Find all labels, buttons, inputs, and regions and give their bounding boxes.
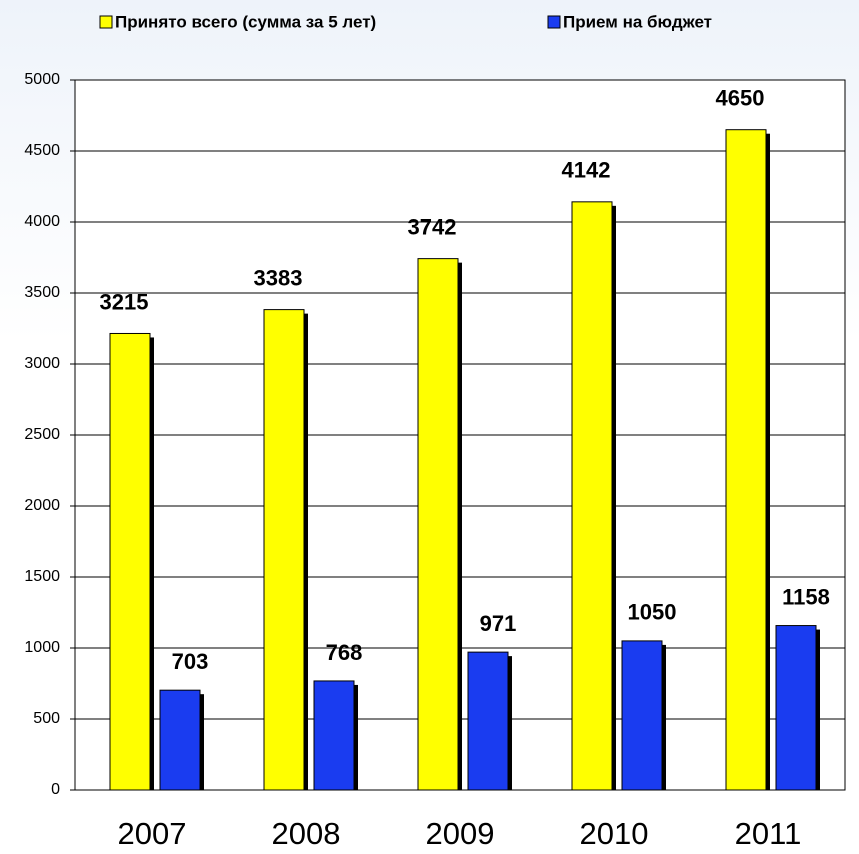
y-tick-label: 500 [33, 710, 60, 727]
bar [263, 309, 305, 791]
data-label: 4142 [562, 158, 611, 183]
x-tick-label: 2008 [272, 816, 341, 851]
data-label: 4650 [716, 86, 765, 111]
bar [621, 640, 663, 791]
y-tick-label: 2000 [24, 497, 60, 514]
data-label: 971 [480, 611, 517, 636]
y-tick-label: 3000 [24, 355, 60, 372]
y-tick-label: 2500 [24, 426, 60, 443]
legend-swatch [547, 15, 561, 29]
y-tick-label: 0 [51, 781, 60, 798]
data-label: 1158 [782, 584, 830, 609]
data-label: 3742 [408, 214, 457, 239]
x-tick-label: 2009 [426, 816, 495, 851]
y-tick-label: 1000 [24, 639, 60, 656]
x-tick-label: 2010 [580, 816, 649, 851]
data-label: 3383 [254, 265, 303, 290]
y-tick-label: 4000 [24, 213, 60, 230]
bar [159, 689, 201, 791]
x-tick-label: 2011 [735, 816, 802, 851]
y-tick-label: 3500 [24, 284, 60, 301]
bar [725, 129, 767, 791]
legend-swatch [99, 15, 113, 29]
legend-label: Прием на бюджет [563, 12, 712, 31]
bar [313, 680, 355, 791]
data-label: 3215 [100, 289, 149, 314]
legend-label: Принято всего (сумма за 5 лет) [115, 12, 376, 31]
data-label: 768 [326, 640, 363, 665]
data-label: 1050 [628, 600, 677, 625]
y-tick-label: 5000 [24, 71, 60, 88]
bar [467, 651, 509, 791]
bar [109, 332, 151, 791]
data-label: 703 [172, 649, 209, 674]
bar [571, 201, 613, 791]
bar [417, 258, 459, 791]
y-tick-label: 1500 [24, 568, 60, 585]
bar [775, 625, 817, 791]
y-tick-label: 4500 [24, 142, 60, 159]
x-tick-label: 2007 [118, 816, 187, 851]
